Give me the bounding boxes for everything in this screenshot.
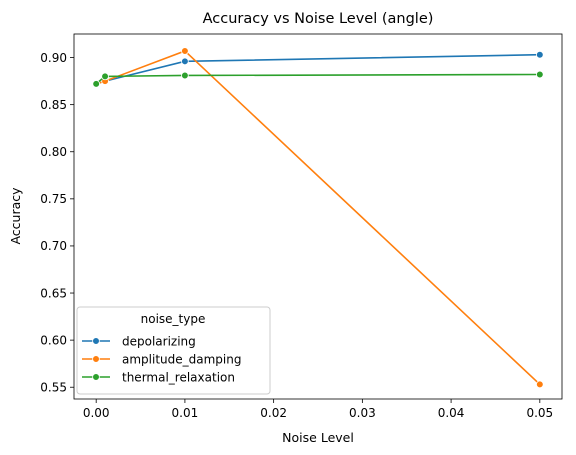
y-tick-label: 0.90	[40, 51, 67, 65]
legend: noise_type depolarizing amplitude_damping…	[76, 306, 271, 395]
y-axis-ticks: 0.55 0.60 0.65 0.70 0.75 0.80 0.85 0.90	[40, 51, 74, 395]
axes-frame	[73, 33, 563, 400]
legend-label: thermal_relaxation	[122, 370, 235, 384]
data-point	[536, 50, 544, 59]
legend-box	[76, 306, 271, 395]
x-tick-label: 0.03	[349, 406, 376, 420]
series-thermal_relaxation	[92, 70, 544, 88]
x-tick-label: 0.02	[260, 406, 287, 420]
legend-marker	[92, 337, 100, 345]
legend-entries: depolarizing amplitude_damping thermal_rel…	[82, 334, 241, 384]
legend-label: amplitude_damping	[122, 352, 241, 366]
y-tick-label: 0.55	[40, 381, 67, 395]
legend-entry: thermal_relaxation	[82, 370, 235, 384]
chart-title: Accuracy vs Noise Level (angle)	[203, 11, 434, 27]
data-point	[536, 380, 544, 389]
y-tick-label: 0.60	[40, 333, 67, 347]
legend-entry: amplitude_damping	[82, 352, 241, 366]
data-point	[181, 57, 189, 66]
y-tick-label: 0.65	[40, 286, 67, 300]
x-tick-label: 0.01	[172, 406, 199, 420]
x-axis-ticks: 0.00 0.01 0.02 0.03 0.04 0.05	[83, 399, 553, 420]
series-line	[95, 50, 541, 385]
y-tick-label: 0.70	[40, 239, 67, 253]
x-axis-label: Noise Level	[282, 430, 354, 445]
data-point	[536, 70, 544, 79]
x-tick-label: 0.05	[526, 406, 553, 420]
legend-label: depolarizing	[122, 334, 196, 348]
legend-marker	[92, 373, 100, 381]
series-line	[95, 73, 540, 85]
x-tick-label: 0.04	[438, 406, 465, 420]
y-tick-label: 0.85	[40, 98, 67, 112]
y-tick-label: 0.80	[40, 145, 67, 159]
legend-marker	[92, 355, 100, 363]
data-point	[101, 72, 109, 81]
series-layer	[92, 47, 544, 389]
legend-entry: depolarizing	[82, 334, 196, 348]
data-point	[181, 47, 189, 55]
y-tick-label: 0.75	[40, 192, 67, 206]
data-point	[92, 80, 100, 88]
x-tick-label: 0.00	[83, 406, 110, 420]
legend-title: noise_type	[141, 312, 206, 326]
y-axis-label: Accuracy	[8, 187, 23, 245]
data-point	[181, 71, 189, 80]
